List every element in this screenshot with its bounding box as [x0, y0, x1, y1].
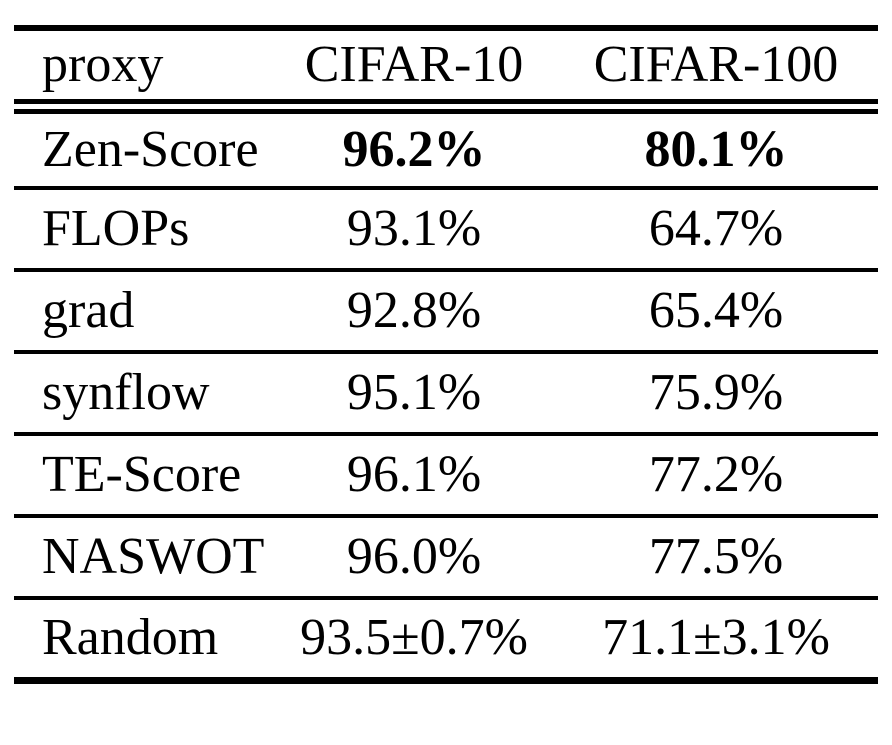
header-row: proxy CIFAR-10 CIFAR-100 [14, 28, 878, 106]
table-row-zen-score: Zen-Score 96.2% 80.1% [14, 106, 878, 188]
col-header-proxy: proxy [42, 35, 164, 93]
cifar100-value-cell: 77.2% [648, 446, 784, 503]
table-row-grad: grad 92.8% 65.4% [14, 270, 878, 352]
cifar100-value-cell: 80.1% [644, 120, 788, 178]
cifar100-value-cell: 71.1±3.1% [602, 609, 830, 667]
cifar10-value-cell: 96.0% [346, 528, 482, 585]
proxy-comparison-table: proxy CIFAR-10 CIFAR-100 Zen-Score 96.2%… [14, 25, 878, 684]
proxy-name-cell: NASWOT [42, 528, 265, 585]
proxy-name-cell: TE-Score [42, 446, 242, 503]
table-row-synflow: synflow 95.1% 75.9% [14, 352, 878, 434]
table-row-random: Random 93.5±0.7% 71.1±3.1% [14, 598, 878, 680]
cifar100-value-cell: 75.9% [648, 364, 784, 421]
cifar100-value-cell: 64.7% [648, 200, 784, 257]
cifar10-value-cell: 96.1% [346, 446, 482, 503]
cifar10-value-cell: 93.1% [346, 200, 482, 257]
cifar10-value-cell: 96.2% [342, 120, 486, 178]
table-row-te-score: TE-Score 96.1% 77.2% [14, 434, 878, 516]
proxy-name-cell: Random [42, 609, 219, 667]
table-row-naswot: NASWOT 96.0% 77.5% [14, 516, 878, 598]
col-header-cifar100: CIFAR-100 [593, 35, 839, 93]
table-row-flops: FLOPs 93.1% 64.7% [14, 188, 878, 270]
proxy-name-cell: synflow [42, 364, 210, 421]
proxy-name-cell: FLOPs [42, 200, 190, 257]
cifar10-value-cell: 95.1% [346, 364, 482, 421]
cifar10-value-cell: 93.5±0.7% [300, 609, 528, 667]
cifar10-value-cell: 92.8% [346, 282, 482, 339]
cifar100-value-cell: 77.5% [648, 528, 784, 585]
proxy-name-cell: Zen-Score [42, 120, 259, 178]
col-header-cifar10: CIFAR-10 [304, 35, 524, 93]
cifar100-value-cell: 65.4% [648, 282, 784, 339]
proxy-name-cell: grad [42, 282, 135, 339]
